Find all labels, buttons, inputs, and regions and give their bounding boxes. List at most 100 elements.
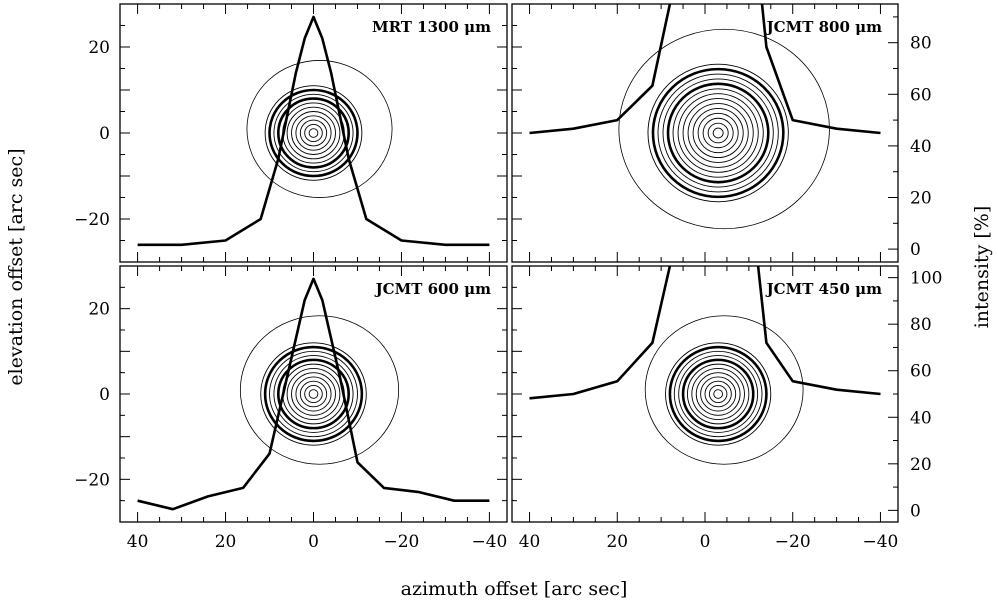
contour-line (668, 345, 768, 443)
panel-2: 80 60 40 20 0 JCMT 800 μm (511, 3, 932, 263)
contour-group (246, 60, 393, 198)
panel-title: MRT 1300 μm (372, 18, 491, 36)
contour-line (273, 355, 354, 433)
contour-line (644, 315, 804, 465)
contour-line (286, 367, 341, 421)
x-axis-title: azimuth offset [arc sec] (401, 578, 628, 600)
contour-line (697, 112, 739, 154)
y2-tick-label: 20 (910, 189, 932, 209)
y2-tick-label: 40 (910, 408, 932, 428)
contour-line (712, 127, 724, 139)
panel-title: JCMT 450 μm (765, 280, 883, 298)
contour-group (618, 28, 830, 230)
y2-tick-label: 40 (910, 137, 932, 157)
intensity-profile (137, 15, 490, 247)
contour-line (308, 389, 319, 399)
panel-title: JCMT 600 μm (374, 280, 492, 298)
intensity-profile (529, 266, 881, 400)
contour-line (295, 376, 332, 412)
x-tick-label: −40 (471, 532, 507, 552)
contour-line (681, 358, 755, 430)
x-tick-label: −20 (775, 532, 811, 552)
y2-tick-label: 60 (910, 362, 932, 382)
contour-line (692, 107, 744, 159)
contour-line (647, 63, 789, 203)
contour-line (673, 350, 763, 438)
contour-group (644, 315, 804, 465)
contour-line (239, 315, 400, 465)
panel-4: 40 20 0 −20 −40 100 80 60 40 20 0 JCMT 450 μm (511, 265, 942, 552)
x-tick-label: 40 (519, 532, 541, 552)
contour-line (657, 73, 779, 193)
panel-frame (511, 3, 899, 263)
intensity-profile (137, 277, 490, 511)
contour-line (304, 385, 323, 403)
y2-tick-label: 0 (910, 501, 921, 521)
x-tick-label: 0 (308, 532, 319, 552)
contour-line (672, 88, 764, 178)
contour-line (704, 380, 732, 408)
contour-line (273, 93, 354, 173)
x-tick-label: −20 (384, 532, 420, 552)
contour-line (708, 385, 728, 403)
contour-line (707, 122, 729, 144)
contour-line (687, 103, 749, 163)
y2-tick-label: 100 (910, 269, 942, 289)
y2-tick-label: 80 (910, 34, 932, 54)
contour-line (651, 67, 785, 199)
contour-line (700, 376, 737, 412)
contour-line (713, 389, 723, 399)
contour-line (678, 355, 759, 433)
y2-tick-label: 60 (910, 85, 932, 105)
y-tick-label: 20 (88, 300, 110, 320)
contour-line (291, 111, 336, 155)
contour-line (662, 78, 774, 188)
contour-line (263, 345, 364, 443)
contour-line (677, 93, 759, 173)
contour-line (687, 363, 750, 425)
contour-line (299, 119, 328, 147)
contour-line (308, 128, 319, 138)
contour-line (264, 85, 363, 181)
x-tick-label: 20 (606, 532, 628, 552)
y2-tick-label: 80 (910, 315, 932, 335)
y2-axis-title: intensity [%] (971, 206, 993, 329)
contour-line (277, 97, 350, 169)
y-tick-label: 20 (88, 38, 110, 58)
contour-line (299, 380, 328, 408)
panel-frame (119, 3, 508, 263)
contour-line (246, 60, 393, 198)
contour-line (665, 342, 772, 446)
contour-line (268, 88, 359, 178)
contour-line (286, 106, 341, 160)
contour-line (691, 367, 745, 421)
panel-3: 40 20 0 −20 −40 20 0 −20 JCMT 600 μm (74, 265, 508, 552)
contour-line (291, 372, 336, 416)
contour-line (695, 372, 741, 416)
y-axis-title: elevation offset [arc sec] (5, 148, 27, 385)
x-tick-label: −40 (863, 532, 899, 552)
panel-title: JCMT 800 μm (765, 18, 883, 36)
y-tick-label: 0 (99, 124, 110, 144)
x-tick-label: 40 (127, 532, 149, 552)
y2-tick-label: 20 (910, 455, 932, 475)
contour-line (260, 342, 367, 446)
intensity-profile (529, 4, 881, 135)
contour-line (269, 350, 358, 438)
x-tick-label: 20 (215, 532, 237, 552)
x-tick-label: 0 (700, 532, 711, 552)
contour-line (682, 98, 754, 168)
contour-group (239, 315, 400, 465)
contour-line (666, 82, 770, 184)
y-tick-label: −20 (74, 470, 110, 490)
contour-line (702, 117, 734, 149)
contour-line (304, 123, 323, 143)
contour-line (277, 358, 350, 430)
y-tick-label: −20 (74, 210, 110, 230)
panel-1: 20 0 −20 MRT 1300 μm (74, 3, 508, 263)
contour-line (618, 28, 830, 230)
contour-line (295, 115, 332, 151)
y2-tick-label: 0 (910, 240, 921, 260)
panel-frame (119, 265, 508, 523)
